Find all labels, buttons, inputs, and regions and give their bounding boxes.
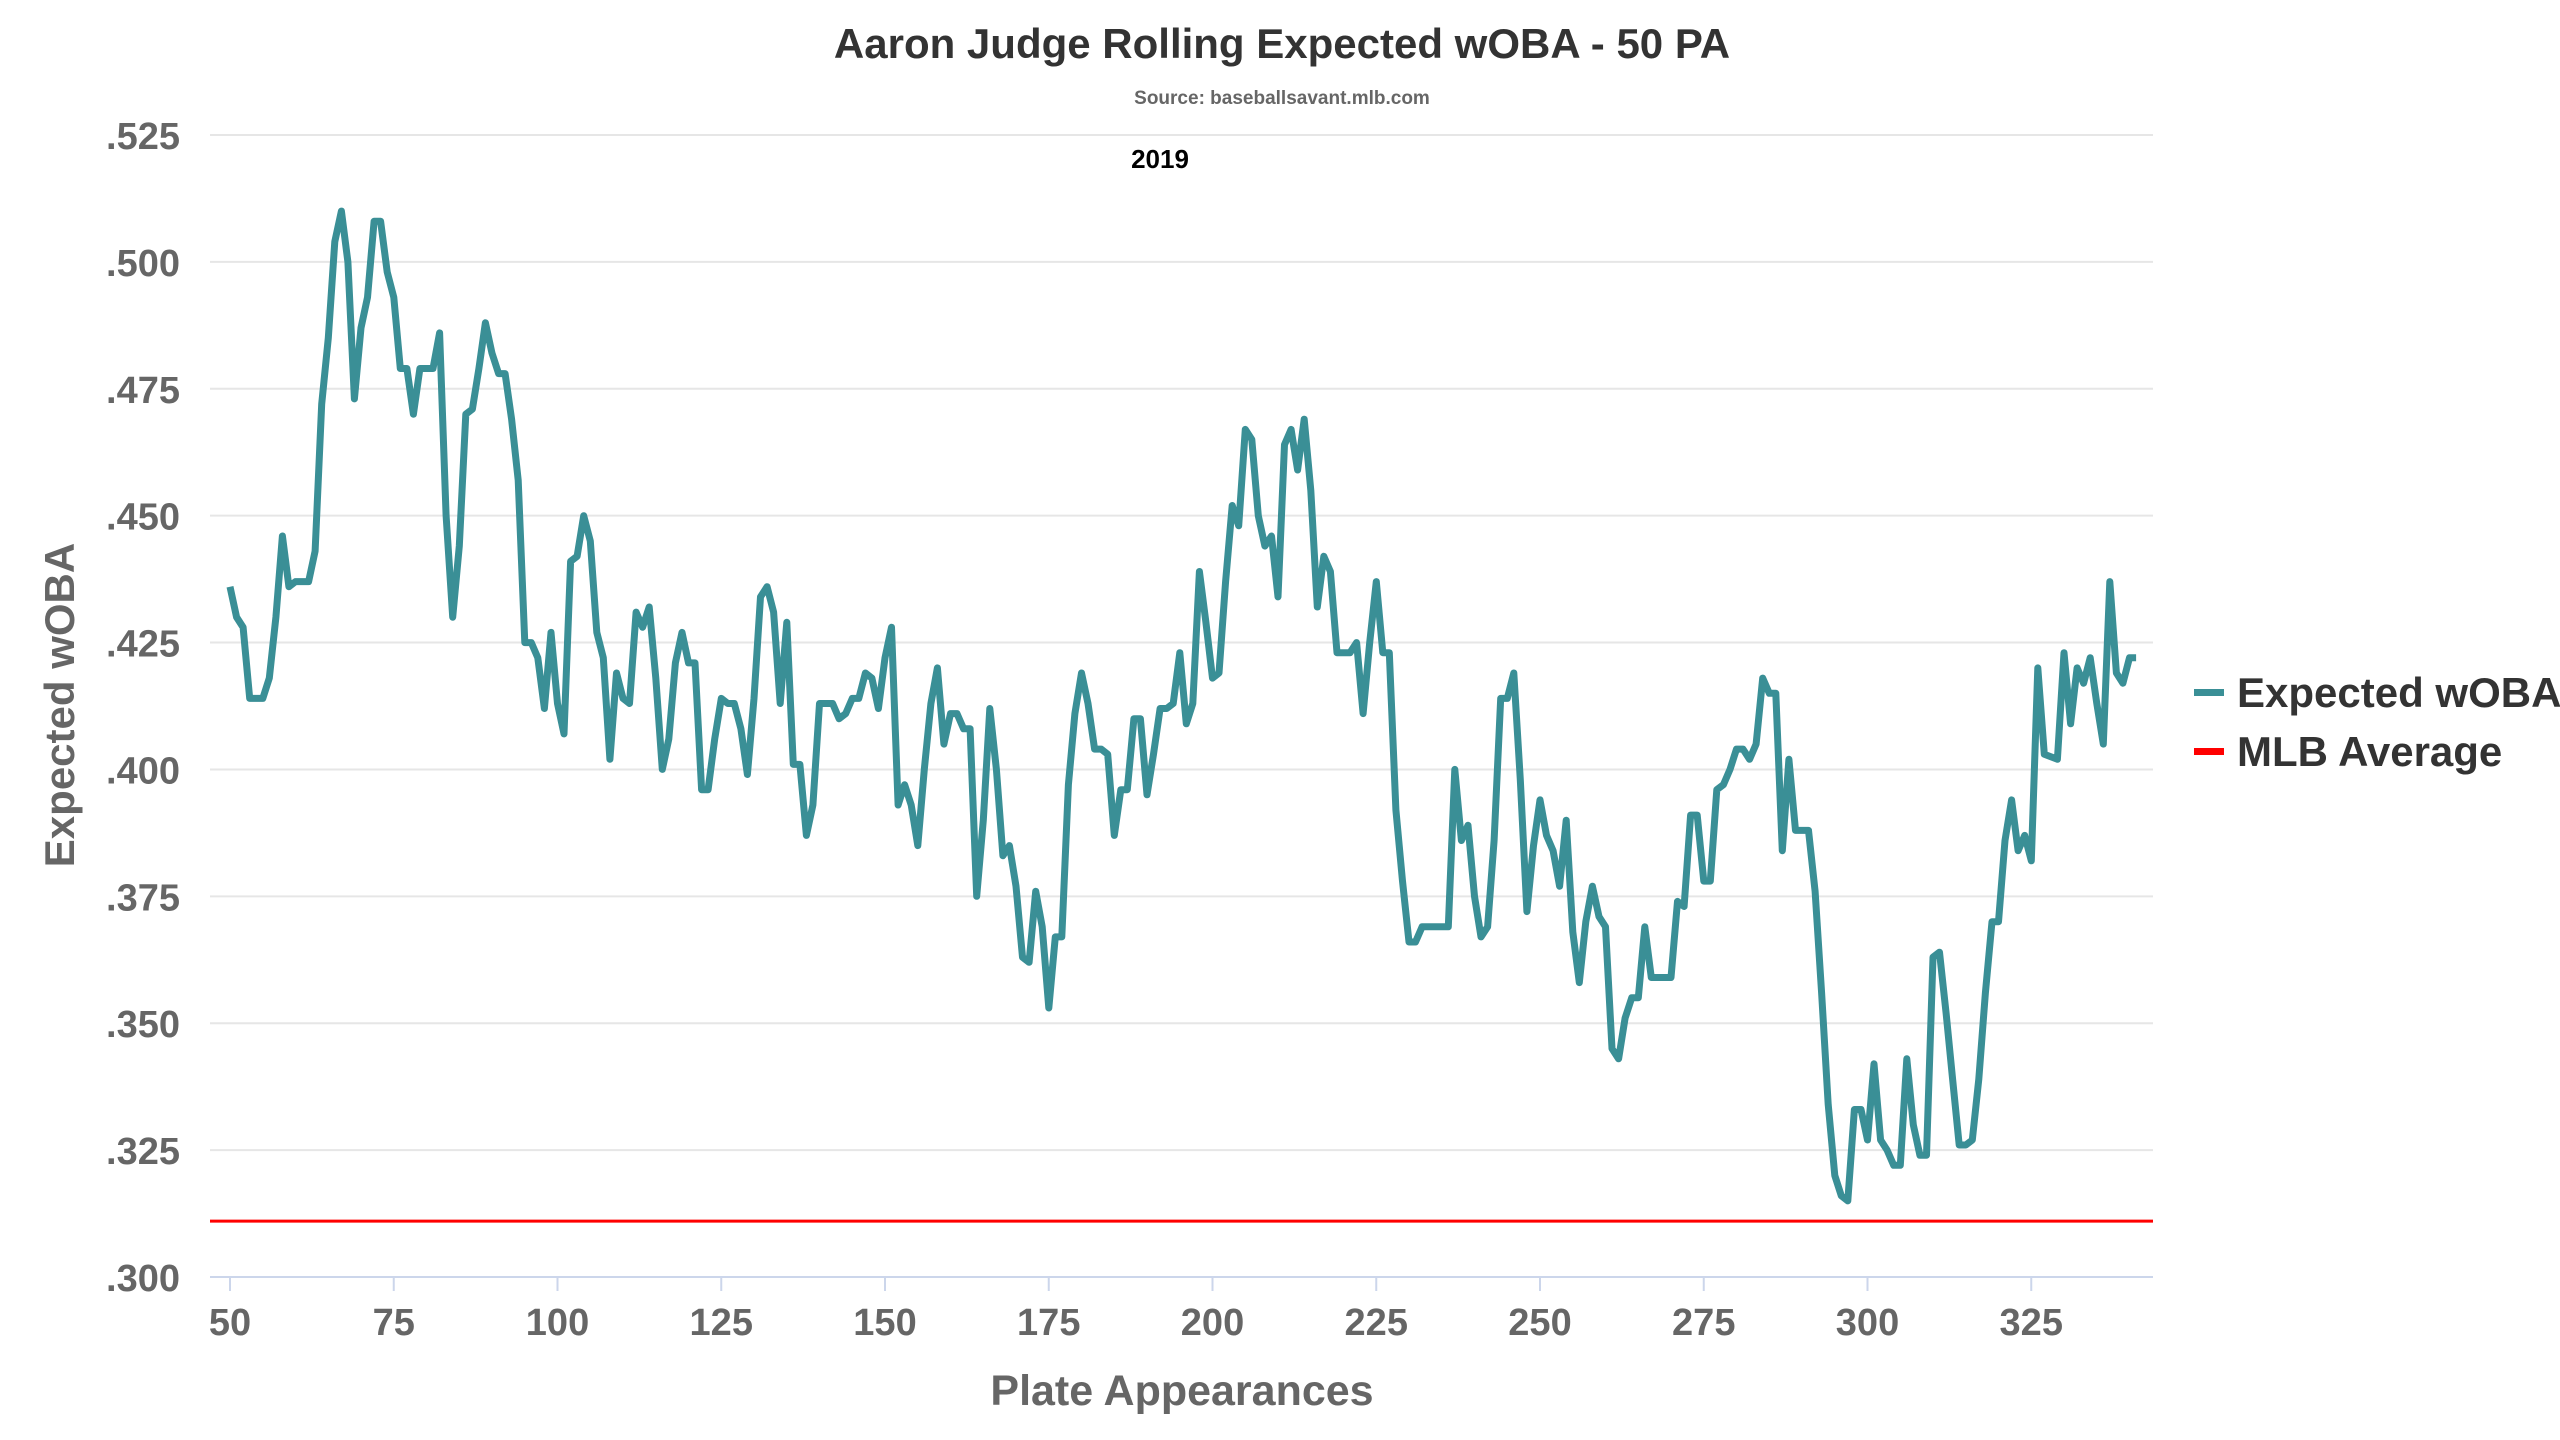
x-tick-label: 225 [1345, 1302, 1408, 1344]
x-axis-label: Plate Appearances [990, 1367, 1373, 1415]
chart-title: Aaron Judge Rolling Expected wOBA - 50 P… [834, 20, 1730, 67]
legend-item-expected-woba[interactable]: Expected wOBA [2194, 669, 2560, 716]
expected-woba-line [226, 207, 2137, 1205]
y-tick-label: .525 [106, 116, 180, 158]
x-tick-label: 150 [853, 1302, 916, 1344]
gridlines [210, 134, 2153, 1152]
y-tick-label: .475 [106, 370, 180, 412]
x-axis-ticks: 50 75 100 125 150 175 200 225 250 275 300 325 [209, 1277, 2063, 1344]
y-tick-label: .300 [106, 1258, 180, 1300]
x-tick-label: 200 [1181, 1302, 1244, 1344]
x-tick-label: 250 [1508, 1302, 1571, 1344]
legend-item-mlb-average[interactable]: MLB Average [2194, 728, 2502, 775]
y-tick-label: .400 [106, 750, 180, 792]
legend-label: MLB Average [2237, 728, 2502, 775]
y-axis-label: Expected wOBA [36, 543, 83, 867]
x-tick-label: 175 [1017, 1302, 1080, 1344]
x-tick-label: 275 [1672, 1302, 1735, 1344]
x-tick-label: 75 [373, 1302, 415, 1344]
y-tick-label: .325 [106, 1131, 180, 1173]
y-axis-ticks: .300 .325 .350 .375 .400 .425 .450 .475 .500 .525 [106, 116, 180, 1300]
y-tick-label: .500 [106, 243, 180, 285]
legend: Expected wOBA MLB Average [2194, 669, 2560, 775]
year-annotation: 2019 [1131, 144, 1189, 174]
x-tick-label: 125 [690, 1302, 753, 1344]
legend-swatch [2194, 748, 2224, 755]
legend-swatch [2194, 689, 2224, 696]
x-tick-label: 50 [209, 1302, 251, 1344]
x-tick-label: 100 [526, 1302, 589, 1344]
x-tick-label: 300 [1836, 1302, 1899, 1344]
y-tick-label: .350 [106, 1004, 180, 1046]
x-tick-label: 325 [2000, 1302, 2063, 1344]
chart-subtitle: Source: baseballsavant.mlb.com [1134, 88, 1430, 109]
y-tick-label: .450 [106, 497, 180, 539]
legend-label: Expected wOBA [2237, 669, 2560, 716]
y-tick-label: .425 [106, 624, 180, 666]
y-tick-label: .375 [106, 877, 180, 919]
